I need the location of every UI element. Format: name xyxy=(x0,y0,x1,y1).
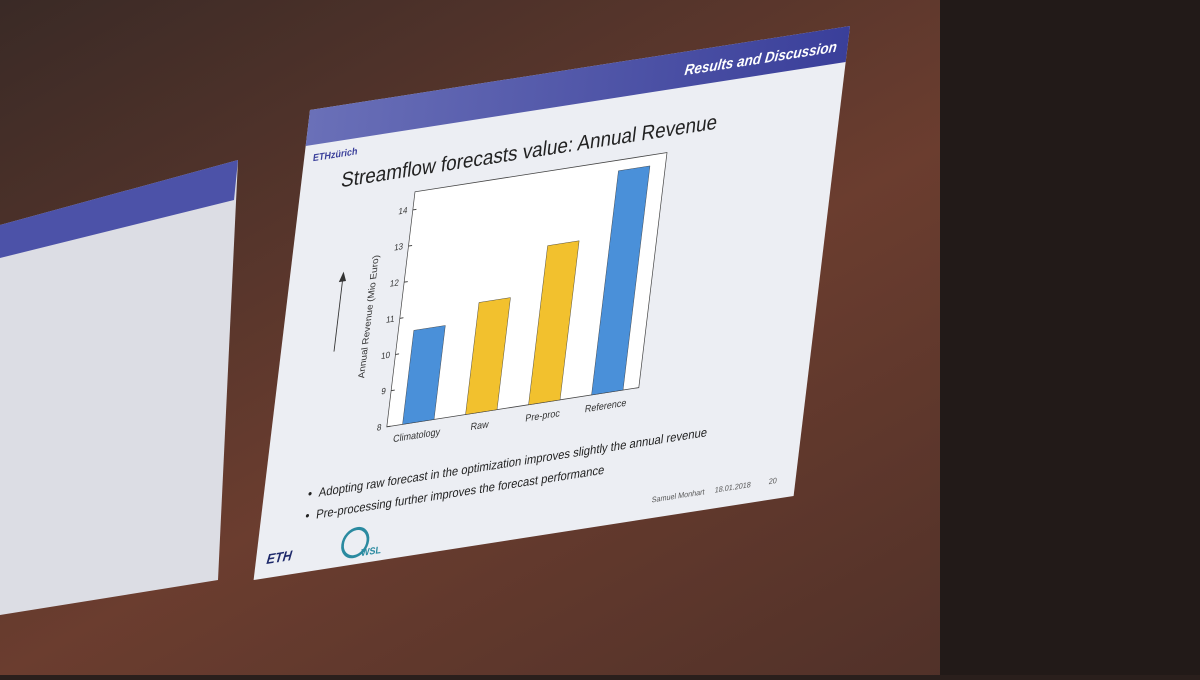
y-tick-label: 11 xyxy=(385,313,395,325)
x-tick-label: Pre-proc xyxy=(525,408,561,425)
bar xyxy=(591,165,651,396)
y-tick-label: 14 xyxy=(398,205,408,217)
y-tick xyxy=(404,281,408,283)
bar xyxy=(465,297,511,415)
wsl-logo: WSL xyxy=(360,545,381,560)
y-tick-label: 13 xyxy=(394,241,404,253)
y-tick-label: 10 xyxy=(381,349,391,361)
y-tick xyxy=(399,317,404,319)
side-slide-band xyxy=(0,160,238,258)
y-tick xyxy=(391,389,395,392)
bar xyxy=(402,325,446,425)
arrow xyxy=(333,276,344,352)
bullet: • xyxy=(307,486,313,501)
side-slide xyxy=(0,160,238,615)
slide: Results and Discussion ETHzürich Streamf… xyxy=(253,25,851,580)
y-tick xyxy=(412,208,417,211)
y-tick-label: 9 xyxy=(381,386,387,397)
eth-logo: ETH xyxy=(266,548,293,568)
y-tick xyxy=(408,244,413,247)
y-tick xyxy=(395,353,400,355)
bullet: • xyxy=(305,508,311,523)
y-tick xyxy=(386,425,391,428)
plot: 891011121314ClimatologyRawPre-procRefere… xyxy=(376,152,668,445)
y-tick-label: 8 xyxy=(376,422,382,433)
arrow-head xyxy=(338,271,347,283)
bar xyxy=(528,240,580,405)
dark-wall xyxy=(940,0,1200,675)
wsl-logo-mark xyxy=(341,526,370,559)
header-band xyxy=(305,25,851,146)
x-tick-label: Raw xyxy=(470,419,489,433)
footer-page: 20 xyxy=(768,476,777,487)
y-tick-label: 12 xyxy=(389,277,399,289)
